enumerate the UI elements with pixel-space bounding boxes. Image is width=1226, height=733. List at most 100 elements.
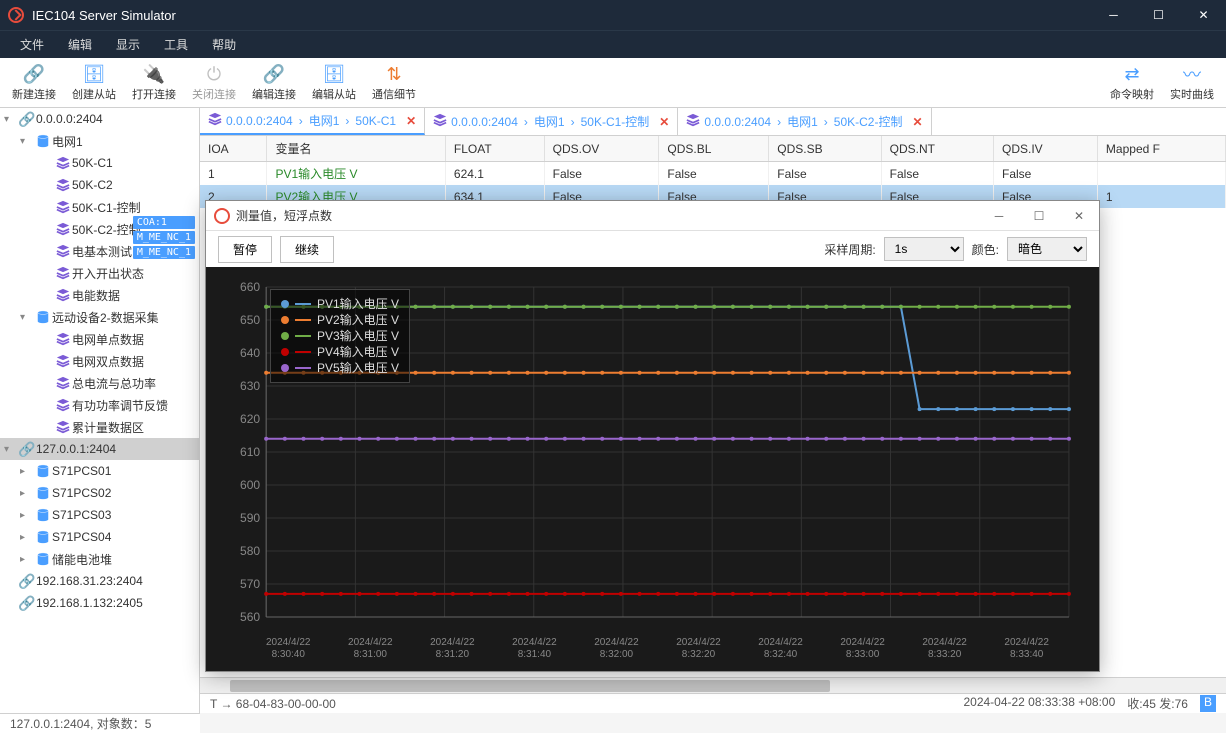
tab-close-icon[interactable]: ✕ — [659, 115, 669, 129]
grid-column-header[interactable]: QDS.NT — [881, 136, 993, 162]
tree-node[interactable]: ▾🔗0.0.0.0:2404 — [0, 108, 199, 130]
app-logo-icon — [8, 7, 24, 23]
dialog-maximize-button[interactable]: ☐ — [1019, 201, 1059, 231]
grid-column-header[interactable]: QDS.OV — [544, 136, 659, 162]
menu-file[interactable]: 文件 — [8, 32, 56, 57]
svg-text:590: 590 — [240, 511, 260, 525]
tree-node[interactable]: ▸S71PCS01 — [0, 460, 199, 482]
dialog-titlebar[interactable]: 测量值，短浮点数 ─ ☐ ✕ — [206, 201, 1099, 231]
tree-node[interactable]: ▾电网1 — [0, 130, 199, 152]
status-mid: T → 68-04-83-00-00-00 — [210, 697, 336, 711]
dialog-minimize-button[interactable]: ─ — [979, 201, 1019, 231]
legend-item[interactable]: PV4输入电压 V — [281, 344, 399, 360]
svg-text:620: 620 — [240, 412, 260, 426]
legend-item[interactable]: PV1输入电压 V — [281, 296, 399, 312]
menubar: 文件 编辑 显示 工具 帮助 — [0, 30, 1226, 58]
status-left: 127.0.0.1:2404, 对象数：5 — [10, 715, 151, 732]
grid-column-header[interactable]: QDS.IV — [993, 136, 1097, 162]
tree-node[interactable]: 🔗192.168.1.132:2405 — [0, 592, 199, 614]
grid-column-header[interactable]: IOA — [200, 136, 267, 162]
tree-node[interactable]: ▸S71PCS04 — [0, 526, 199, 548]
content-tab[interactable]: 0.0.0.0:2404›电网1›50K-C1✕ — [200, 108, 425, 135]
chart-area: 560 570 580 590 600 610 620 630 640 650 660 PV1输入电… — [206, 267, 1099, 671]
menu-tools[interactable]: 工具 — [152, 32, 200, 57]
sidebar-tree[interactable]: ▾🔗0.0.0.0:2404▾电网150K-C150K-C250K-C1-控制5… — [0, 108, 200, 713]
dialog-toolbar: 暂停 继续 采样周期: 1s 颜色: 暗色 — [206, 231, 1099, 267]
tree-node[interactable]: 有功功率调节反馈 — [0, 394, 199, 416]
cmd-map-button[interactable]: ⇄命令映射 — [1102, 61, 1162, 104]
close-connection-button[interactable]: ⏻关闭连接 — [184, 61, 244, 104]
tree-node[interactable]: ▾远动设备2-数据采集 — [0, 306, 199, 328]
content-tab[interactable]: 0.0.0.0:2404›电网1›50K-C1-控制✕ — [425, 108, 678, 135]
create-slave-button[interactable]: 🗄创建从站 — [64, 61, 124, 104]
content-tabs: 0.0.0.0:2404›电网1›50K-C1✕0.0.0.0:2404›电网1… — [200, 108, 1226, 136]
tree-node[interactable]: 50K-C1 — [0, 152, 199, 174]
horizontal-scrollbar[interactable] — [200, 677, 1226, 693]
menu-edit[interactable]: 编辑 — [56, 32, 104, 57]
grid-column-header[interactable]: 变量名 — [267, 136, 445, 162]
menu-view[interactable]: 显示 — [104, 32, 152, 57]
legend-item[interactable]: PV5输入电压 V — [281, 360, 399, 376]
tree-node[interactable]: 50K-C2 — [0, 174, 199, 196]
realtime-curve-button[interactable]: 〰实时曲线 — [1162, 61, 1222, 104]
chart-x-labels: 2024/4/228:30:402024/4/228:31:002024/4/2… — [216, 637, 1089, 667]
menu-help[interactable]: 帮助 — [200, 32, 248, 57]
grid-column-header[interactable]: Mapped F — [1097, 136, 1225, 162]
svg-text:640: 640 — [240, 346, 260, 360]
main-statusbar: 127.0.0.1:2404, 对象数：5 — [0, 713, 200, 733]
dialog-logo-icon — [214, 208, 230, 224]
legend-item[interactable]: PV2输入电压 V — [281, 312, 399, 328]
status-rxtx: 收:45 发:76 — [1127, 695, 1188, 712]
status-badge: B — [1200, 695, 1216, 712]
grid-column-header[interactable]: QDS.SB — [769, 136, 881, 162]
svg-text:580: 580 — [240, 544, 260, 558]
tree-node[interactable]: ▸S71PCS03 — [0, 504, 199, 526]
toolbar: 🔗新建连接 🗄创建从站 🔌打开连接 ⏻关闭连接 🔗编辑连接 🗄编辑从站 ⇅通信细… — [0, 58, 1226, 108]
content-statusbar: T → 68-04-83-00-00-00 2024-04-22 08:33:3… — [200, 693, 1226, 713]
tree-node[interactable]: ▸S71PCS02 — [0, 482, 199, 504]
tree-node[interactable]: ▾🔗127.0.0.1:2404 — [0, 438, 199, 460]
edit-slave-button[interactable]: 🗄编辑从站 — [304, 61, 364, 104]
dialog-title: 测量值，短浮点数 — [236, 207, 979, 224]
minimize-button[interactable]: ─ — [1091, 0, 1136, 30]
svg-text:600: 600 — [240, 478, 260, 492]
new-connection-button[interactable]: 🔗新建连接 — [4, 61, 64, 104]
tree-node[interactable]: 电网单点数据 — [0, 328, 199, 350]
sample-period-select[interactable]: 1s — [884, 237, 964, 261]
svg-text:650: 650 — [240, 313, 260, 327]
grid-row[interactable]: 1PV1输入电压 V624.1FalseFalseFalseFalseFalse — [200, 162, 1226, 186]
svg-text:660: 660 — [240, 280, 260, 294]
measurement-dialog: 测量值，短浮点数 ─ ☐ ✕ 暂停 继续 采样周期: 1s 颜色: 暗色 560… — [205, 200, 1100, 672]
tree-node[interactable]: 累计量数据区 — [0, 416, 199, 438]
pause-button[interactable]: 暂停 — [218, 236, 272, 263]
grid-column-header[interactable]: QDS.BL — [659, 136, 769, 162]
sample-period-label: 采样周期: — [824, 241, 875, 258]
continue-button[interactable]: 继续 — [280, 236, 334, 263]
tree-node[interactable]: ▸储能电池堆 — [0, 548, 199, 570]
svg-text:630: 630 — [240, 379, 260, 393]
comm-detail-button[interactable]: ⇅通信细节 — [364, 61, 424, 104]
color-scheme-select[interactable]: 暗色 — [1007, 237, 1087, 261]
tree-node[interactable]: 总电流与总功率 — [0, 372, 199, 394]
tree-node[interactable]: 🔗192.168.31.23:2404 — [0, 570, 199, 592]
maximize-button[interactable]: ☐ — [1136, 0, 1181, 30]
tab-close-icon[interactable]: ✕ — [406, 114, 416, 128]
open-connection-button[interactable]: 🔌打开连接 — [124, 61, 184, 104]
tree-node[interactable]: 50K-C1-控制 — [0, 196, 199, 218]
svg-text:610: 610 — [240, 445, 260, 459]
svg-text:570: 570 — [240, 577, 260, 591]
dialog-close-button[interactable]: ✕ — [1059, 201, 1099, 231]
close-button[interactable]: ✕ — [1181, 0, 1226, 30]
legend-item[interactable]: PV3输入电压 V — [281, 328, 399, 344]
tree-node[interactable]: 电网双点数据 — [0, 350, 199, 372]
titlebar: IEC104 Server Simulator ─ ☐ ✕ — [0, 0, 1226, 30]
window-title: IEC104 Server Simulator — [32, 8, 1091, 23]
content-tab[interactable]: 0.0.0.0:2404›电网1›50K-C2-控制✕ — [678, 108, 931, 135]
edit-connection-button[interactable]: 🔗编辑连接 — [244, 61, 304, 104]
svg-text:560: 560 — [240, 610, 260, 624]
tree-node[interactable]: 开入开出状态 — [0, 262, 199, 284]
grid-column-header[interactable]: FLOAT — [445, 136, 544, 162]
tree-node[interactable]: 电能数据 — [0, 284, 199, 306]
status-time: 2024-04-22 08:33:38 +08:00 — [963, 695, 1115, 712]
tab-close-icon[interactable]: ✕ — [912, 115, 922, 129]
